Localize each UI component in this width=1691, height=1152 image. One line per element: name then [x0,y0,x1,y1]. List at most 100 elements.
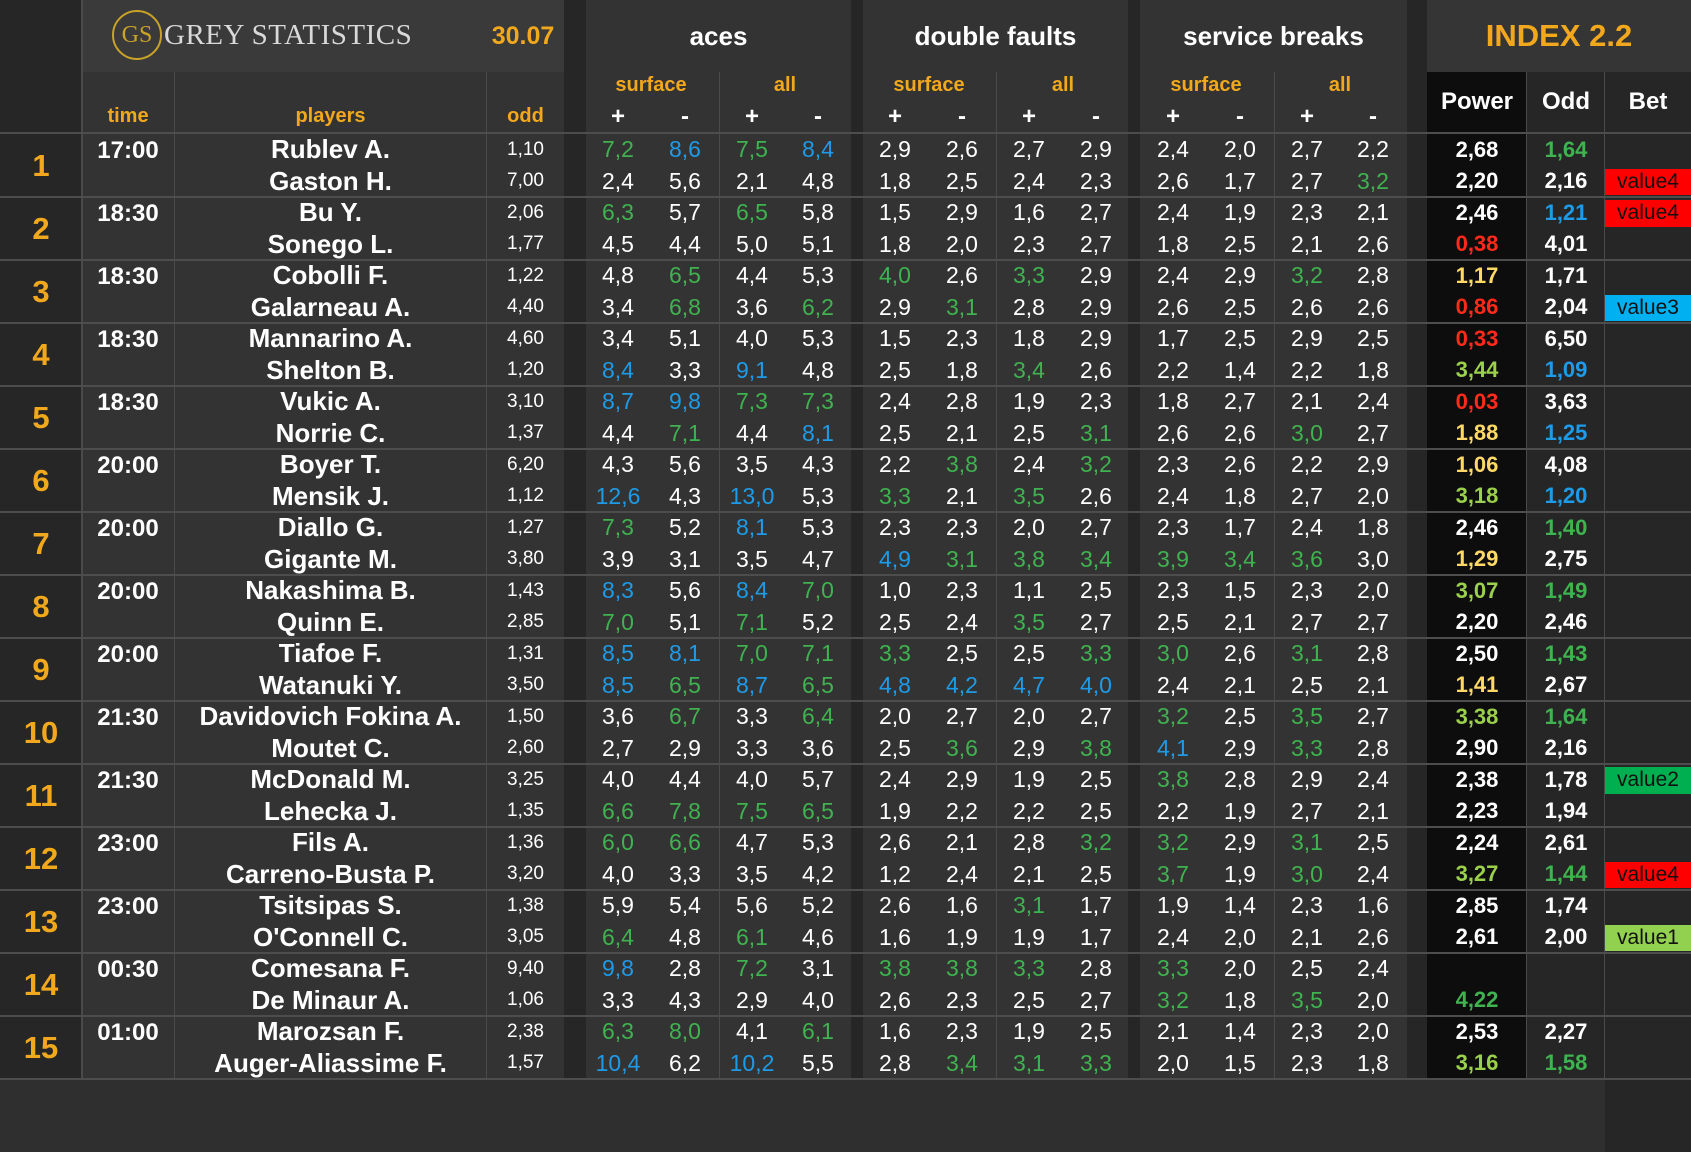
stat-value: 8,1 [802,419,834,446]
vline-time [174,72,175,1080]
stat-value: 2,6 [1157,167,1189,194]
player-name: Galarneau A. [250,291,411,322]
stat-value: 2,5 [1357,325,1389,352]
player-name: Fils A. [291,827,370,858]
stat-value: 2,3 [879,514,911,541]
stat-value: 2,5 [1224,230,1256,257]
stat-value: 2,5 [879,356,911,383]
stat-value: 1,7 [1157,325,1189,352]
match-number: 12 [23,840,59,876]
stat-value: 2,3 [946,986,978,1013]
stat-value: 3,3 [1157,955,1189,982]
stat-value: 2,6 [946,262,978,289]
minus-header: - [958,103,966,130]
index-odd-value: 1,20 [1544,483,1588,509]
player-name: O'Connell C. [253,921,408,952]
stat-value: 4,5 [602,230,634,257]
index-odd-value: 1,40 [1544,514,1588,540]
power-value: 2,90 [1455,735,1499,761]
stat-value: 2,9 [946,766,978,793]
stat-value: 7,3 [602,514,634,541]
stat-value: 3,2 [1157,829,1189,856]
stat-value: 3,2 [1357,167,1389,194]
stat-value: 2,7 [946,703,978,730]
bookmaker-odd: 4,60 [507,327,544,349]
stat-value: 2,4 [946,860,978,887]
stat-value: 2,6 [1224,451,1256,478]
stat-value: 6,4 [802,703,834,730]
stat-value: 3,5 [1013,608,1045,635]
stat-value: 2,6 [1357,923,1389,950]
power-value: 1,41 [1455,672,1499,698]
index-odd-value: 1,71 [1544,262,1588,288]
stat-value: 2,7 [1224,388,1256,415]
stat-value: 5,6 [669,167,701,194]
stat-value: 2,8 [1013,293,1045,320]
plus-header: + [1165,103,1180,130]
power-value: 3,18 [1455,483,1499,509]
stat-value: 7,1 [669,419,701,446]
stat-value: 3,6 [736,293,768,320]
stat-value: 2,8 [1357,640,1389,667]
stat-value: 4,3 [669,986,701,1013]
stat-value: 3,7 [1157,860,1189,887]
stat-value: 3,1 [1013,892,1045,919]
stat-value: 1,9 [1157,892,1189,919]
power-value: 2,24 [1455,829,1499,855]
power-value: 2,53 [1455,1018,1499,1044]
stat-value: 2,9 [946,199,978,226]
stat-value: 2,3 [1157,577,1189,604]
stat-value: 3,9 [1157,545,1189,572]
stat-value: 6,5 [669,262,701,289]
stat-value: 3,8 [946,955,978,982]
row-divider [0,196,1691,198]
stat-value: 2,5 [1013,419,1045,446]
index-odd-value: 1,49 [1544,577,1588,603]
stat-value: 4,7 [1013,671,1045,698]
stat-value: 6,5 [802,797,834,824]
stat-value: 5,4 [669,892,701,919]
stat-value: 2,5 [1357,829,1389,856]
stat-value: 1,1 [1013,577,1045,604]
player-name: Marozsan F. [256,1016,405,1047]
stat-value: 5,5 [802,1049,834,1076]
stat-value: 2,4 [602,167,634,194]
bet-badge: value2 [1605,767,1691,794]
row-divider [0,637,1691,639]
stat-value: 5,6 [669,577,701,604]
row-divider [0,259,1691,261]
stat-value: 2,3 [946,577,978,604]
stat-value: 1,9 [1224,199,1256,226]
stat-value: 2,4 [1357,955,1389,982]
stat-value: 2,0 [1357,577,1389,604]
row-divider [0,385,1691,387]
col-bet-header: Bet [1628,88,1668,115]
stat-value: 4,7 [802,545,834,572]
stat-value: 5,2 [802,892,834,919]
stat-value: 2,0 [1224,923,1256,950]
stat-value: 2,0 [1224,955,1256,982]
col-odd2-header: Odd [1542,88,1590,115]
vline-df [996,72,997,1080]
row-divider [0,700,1691,702]
stat-value: 2,3 [946,514,978,541]
bookmaker-odd: 1,50 [507,705,544,727]
stat-value: 1,7 [1224,167,1256,194]
stat-value: 6,6 [669,829,701,856]
player-name: Carreno-Busta P. [225,858,436,889]
stat-value: 1,7 [1080,892,1112,919]
stat-value: 8,6 [669,136,701,163]
power-value: 2,46 [1455,199,1499,225]
stat-value: 1,8 [1357,514,1389,541]
power-value: 0,33 [1455,325,1499,351]
bookmaker-odd: 1,35 [507,800,544,822]
row-divider [0,574,1691,576]
stat-value: 4,8 [669,923,701,950]
stat-value: 2,6 [1357,293,1389,320]
row-divider [0,1015,1691,1017]
stat-value: 2,7 [1291,167,1323,194]
power-value: 2,38 [1455,766,1499,792]
stat-value: 7,2 [736,955,768,982]
stat-value: 5,3 [802,829,834,856]
stat-value: 2,1 [1291,230,1323,257]
